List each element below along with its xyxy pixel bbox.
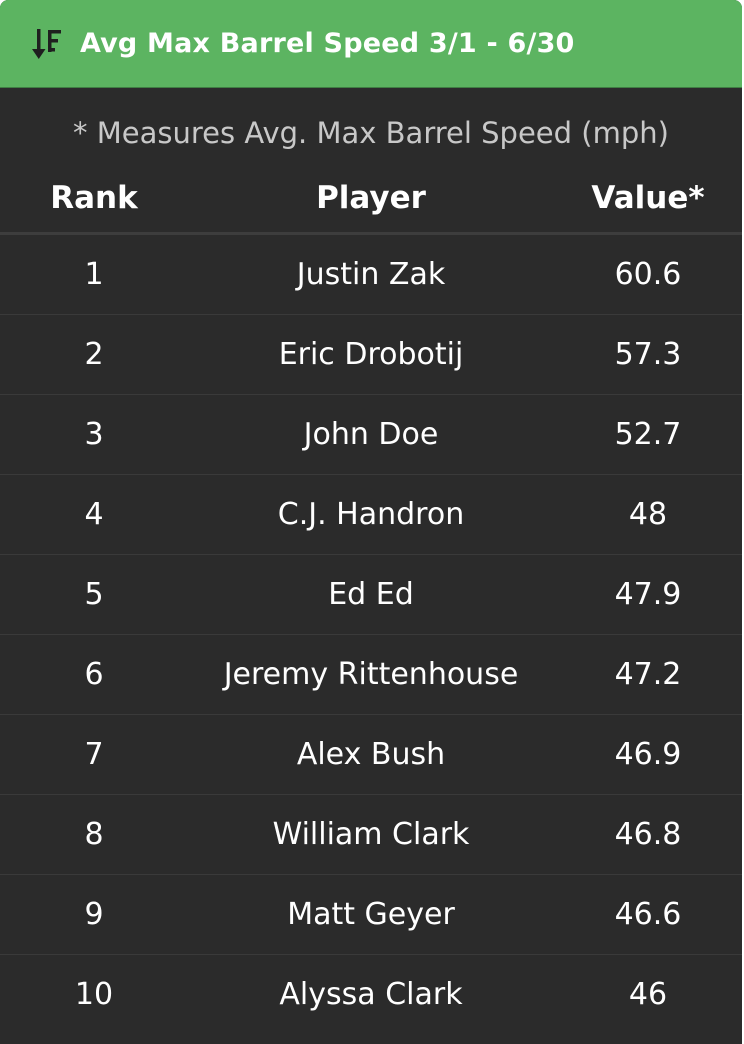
rank-cell: 7 — [84, 737, 104, 772]
rank-cell: 5 — [84, 577, 104, 612]
table-row[interactable]: 6 Jeremy Rittenhouse 47.2 — [0, 635, 742, 715]
column-header-value[interactable]: Value* — [591, 180, 705, 216]
rank-cell: 1 — [84, 257, 104, 292]
table-row[interactable]: 4 C.J. Handron 48 — [0, 475, 742, 555]
measure-note: * Measures Avg. Max Barrel Speed (mph) — [73, 116, 669, 150]
table-row[interactable]: 3 John Doe 52.7 — [0, 395, 742, 475]
table-header: Rank Player Value* — [0, 176, 742, 235]
player-cell: John Doe — [303, 417, 439, 452]
sort-descending-icon[interactable] — [30, 26, 66, 62]
rank-cell: 8 — [84, 817, 104, 852]
player-cell: Matt Geyer — [287, 897, 455, 932]
player-cell: Eric Drobotij — [278, 337, 464, 372]
value-cell: 46.8 — [614, 817, 682, 852]
player-cell: Jeremy Rittenhouse — [223, 657, 519, 692]
rank-cell: 6 — [84, 657, 104, 692]
rank-cell: 2 — [84, 337, 104, 372]
value-cell: 60.6 — [614, 257, 682, 292]
rank-cell: 10 — [74, 977, 114, 1012]
column-header-rank[interactable]: Rank — [50, 180, 138, 216]
value-cell: 47.9 — [614, 577, 682, 612]
rank-cell: 9 — [84, 897, 104, 932]
table-row[interactable]: 1 Justin Zak 60.6 — [0, 235, 742, 315]
value-cell: 47.2 — [614, 657, 682, 692]
leaderboard-header: Avg Max Barrel Speed 3/1 - 6/30 — [0, 0, 742, 88]
value-cell: 57.3 — [614, 337, 682, 372]
table-row[interactable]: 9 Matt Geyer 46.6 — [0, 875, 742, 955]
value-cell: 48 — [628, 497, 668, 532]
player-cell: C.J. Handron — [277, 497, 465, 532]
player-cell: Ed Ed — [328, 577, 414, 612]
value-cell: 52.7 — [614, 417, 682, 452]
player-cell: Alyssa Clark — [279, 977, 463, 1012]
table-row[interactable]: 5 Ed Ed 47.9 — [0, 555, 742, 635]
player-cell: Justin Zak — [296, 257, 446, 292]
table-body: 1 Justin Zak 60.6 2 Eric Drobotij 57.3 3… — [0, 235, 742, 1034]
player-cell: William Clark — [272, 817, 470, 852]
table-row[interactable]: 8 William Clark 46.8 — [0, 795, 742, 875]
value-cell: 46.6 — [614, 897, 682, 932]
column-header-player[interactable]: Player — [316, 180, 426, 216]
rank-cell: 3 — [84, 417, 104, 452]
player-cell: Alex Bush — [296, 737, 446, 772]
rank-cell: 4 — [84, 497, 104, 532]
table-row[interactable]: 7 Alex Bush 46.9 — [0, 715, 742, 795]
leaderboard-title: Avg Max Barrel Speed 3/1 - 6/30 — [80, 28, 575, 59]
value-cell: 46.9 — [614, 737, 682, 772]
value-cell: 46 — [628, 977, 668, 1012]
table-row[interactable]: 10 Alyssa Clark 46 — [0, 955, 742, 1034]
table-row[interactable]: 2 Eric Drobotij 57.3 — [0, 315, 742, 395]
